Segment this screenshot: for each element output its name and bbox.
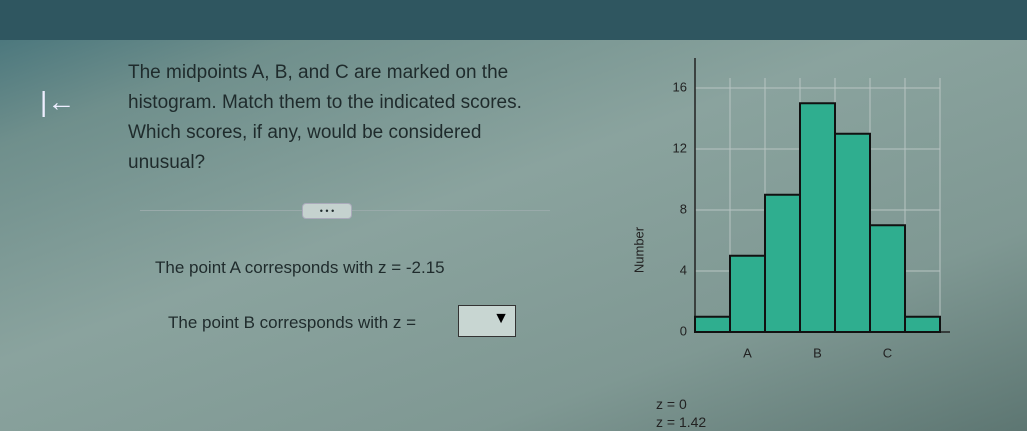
dropdown[interactable]: ▼ [458, 305, 516, 337]
y-tick-label: 12 [673, 140, 687, 155]
question-prompt: The midpoints A, B, and C are marked on … [128, 62, 522, 173]
bar [694, 315, 731, 333]
y-tick-label: 0 [680, 323, 687, 338]
bar [799, 102, 836, 333]
y-tick-label: 4 [680, 262, 687, 277]
more-button[interactable]: • • • [302, 203, 352, 219]
bar [869, 224, 906, 333]
y-axis-label: Number [631, 226, 646, 273]
answer-a: The point A corresponds with z = -2.15 [155, 258, 445, 277]
top-bar [0, 0, 1027, 40]
bar [834, 132, 871, 333]
point-label: B [813, 345, 822, 360]
back-button[interactable]: |← [40, 86, 76, 117]
dropdown-option[interactable]: z = 0 [656, 396, 687, 412]
y-tick-label: 16 [673, 79, 687, 94]
bar [729, 254, 766, 333]
answer-b: The point B corresponds with z = [168, 313, 417, 332]
point-label: A [743, 345, 752, 360]
point-label: C [883, 345, 892, 360]
dropdown-option[interactable]: z = 1.42 [656, 414, 707, 430]
bar [764, 193, 801, 333]
bar [904, 315, 941, 333]
y-tick-label: 8 [680, 201, 687, 216]
